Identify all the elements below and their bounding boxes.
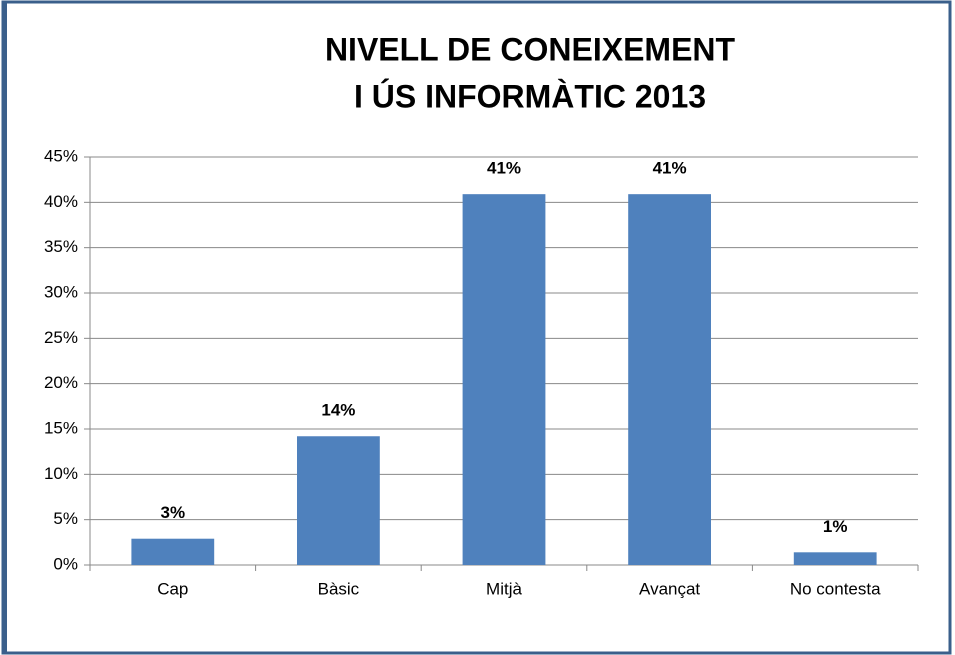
y-tick-label: 0% (53, 554, 78, 573)
bar (793, 552, 877, 565)
y-tick-label: 25% (44, 328, 78, 347)
bar (131, 538, 215, 565)
data-label: 41% (653, 159, 687, 178)
data-label: 3% (161, 503, 186, 522)
data-label: 1% (823, 517, 848, 536)
y-tick-label: 5% (53, 509, 78, 528)
y-tick-label: 35% (44, 237, 78, 256)
bar (628, 194, 711, 565)
chart-title: I ÚS INFORMÀTIC 2013 (354, 78, 706, 114)
x-tick-label: Avançat (639, 579, 700, 598)
x-tick-label: Bàsic (318, 579, 360, 598)
frame-edge (2, 2, 7, 653)
x-tick-label: No contesta (790, 579, 881, 598)
x-tick-label: Mitjà (486, 579, 522, 598)
y-tick-label: 30% (44, 282, 78, 301)
y-tick-label: 15% (44, 418, 78, 437)
bar (462, 194, 546, 565)
y-tick-label: 45% (44, 146, 78, 165)
data-label: 14% (321, 401, 355, 420)
chart-title: NIVELL DE CONEIXEMENT (325, 31, 736, 67)
bar (297, 436, 380, 565)
y-tick-label: 10% (44, 464, 78, 483)
y-tick-label: 40% (44, 192, 78, 211)
y-tick-label: 20% (44, 373, 78, 392)
data-label: 41% (487, 159, 521, 178)
x-tick-label: Cap (157, 579, 188, 598)
